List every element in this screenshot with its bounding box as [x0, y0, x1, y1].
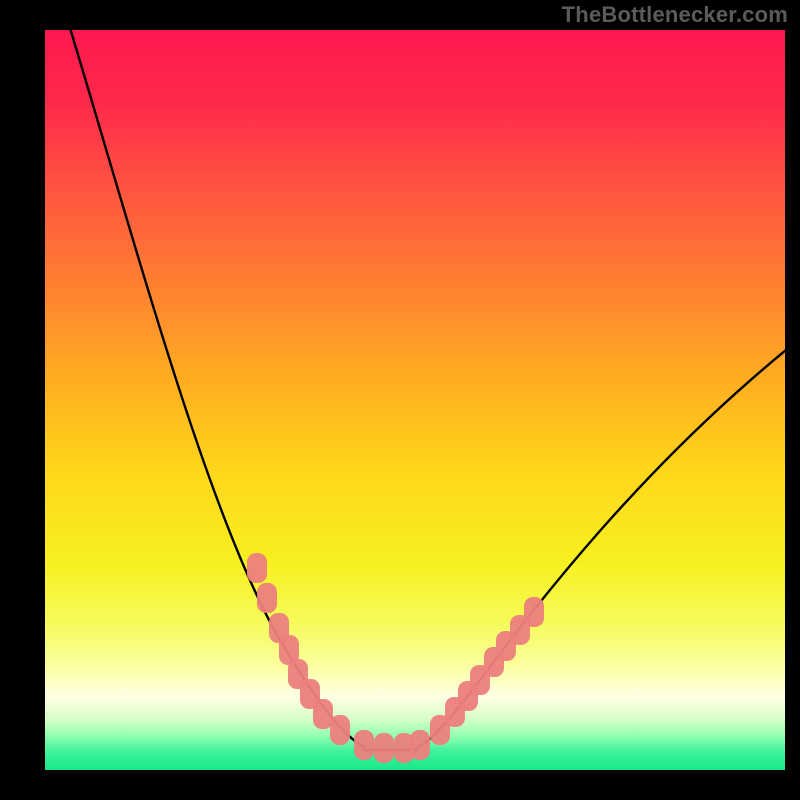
watermark-text: TheBottlenecker.com: [562, 2, 788, 28]
chart-svg: [0, 0, 800, 800]
plot-area: [45, 30, 785, 770]
marker-left-1: [257, 583, 277, 613]
marker-valley-1: [374, 733, 394, 763]
marker-left-0: [247, 553, 267, 583]
stage: TheBottlenecker.com: [0, 0, 800, 800]
marker-right-7: [524, 597, 544, 627]
marker-valley-3: [410, 730, 430, 760]
marker-left-7: [330, 715, 350, 745]
marker-valley-0: [354, 730, 374, 760]
